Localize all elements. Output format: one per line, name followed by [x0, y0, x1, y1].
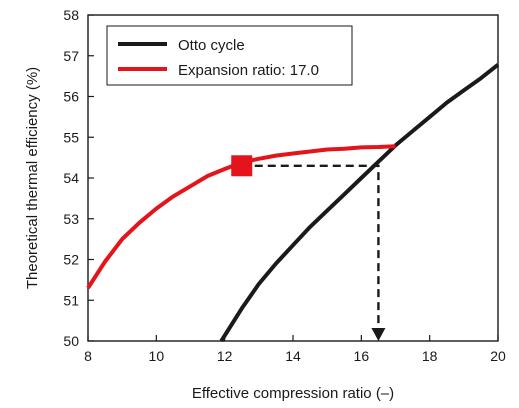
- y-tick-label: 51: [63, 292, 79, 308]
- x-tick-label: 20: [490, 348, 506, 364]
- y-tick-label: 58: [63, 7, 79, 23]
- annotation-layer: [231, 155, 386, 341]
- y-tick-label: 56: [63, 89, 79, 105]
- x-tick-label: 12: [217, 348, 233, 364]
- series-line-otto: [219, 63, 500, 343]
- y-tick-label: 53: [63, 211, 79, 227]
- x-tick-label: 16: [354, 348, 370, 364]
- legend-box: [106, 25, 353, 86]
- arrow-head-icon: [371, 328, 386, 341]
- x-tick-label: 10: [149, 348, 165, 364]
- x-tick-label: 18: [422, 348, 438, 364]
- dashed-arrow-line: [241, 164, 380, 328]
- legend: Otto cycle Expansion ratio: 17.0: [106, 25, 353, 86]
- y-tick-label: 57: [63, 48, 79, 64]
- x-axis-title: Effective compression ratio (–): [192, 385, 394, 402]
- highlight-marker: [231, 155, 253, 177]
- series-layer: [86, 63, 500, 343]
- y-tick-label: 55: [63, 129, 79, 145]
- y-axis-title: Theoretical thermal efficiency (%): [24, 67, 41, 289]
- x-ticks: 8 10 12 14 16 18 20: [84, 335, 506, 364]
- y-tick-label: 54: [63, 170, 79, 186]
- y-tick-label: 50: [63, 333, 79, 349]
- legend-label-expansion: Expansion ratio: 17.0: [178, 62, 319, 79]
- x-tick-label: 8: [84, 348, 92, 364]
- y-tick-label: 52: [63, 252, 79, 268]
- legend-label-otto: Otto cycle: [178, 37, 245, 54]
- x-tick-label: 14: [285, 348, 301, 364]
- y-ticks: 50 51 52 53 54 55 56 57 58: [63, 7, 94, 349]
